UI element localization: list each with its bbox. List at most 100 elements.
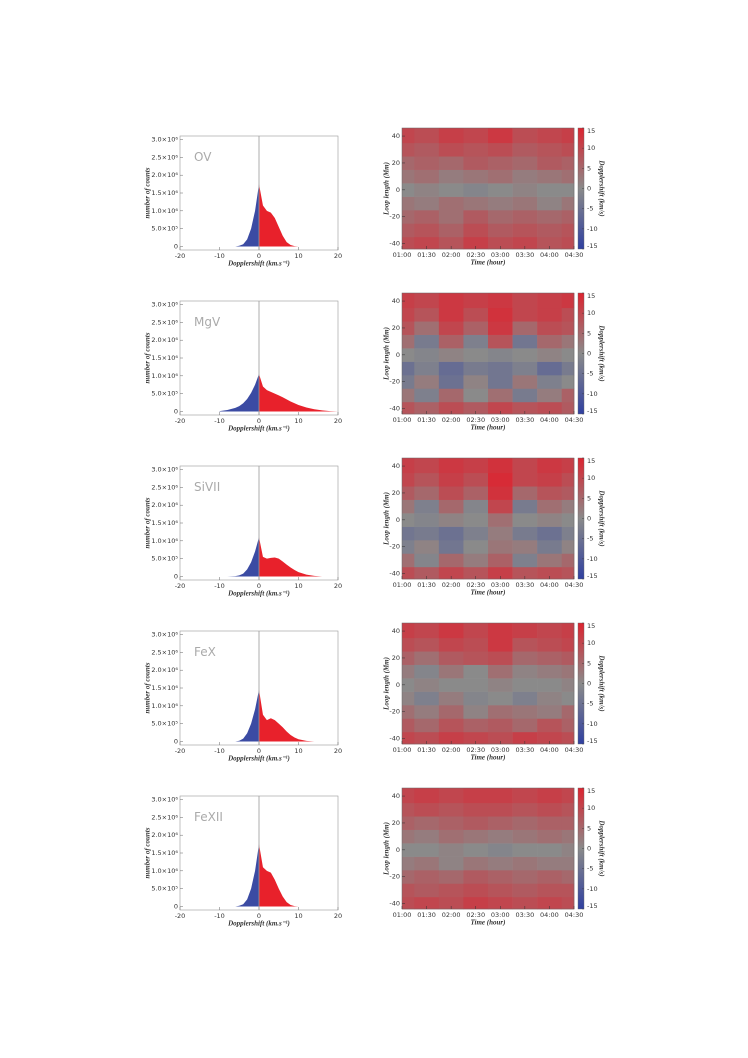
heat-cell xyxy=(463,883,489,898)
x-axis-title: Time (hour) xyxy=(471,589,506,597)
y-tick-label: -40 xyxy=(389,240,400,248)
heat-cell xyxy=(488,829,513,844)
heat-cell xyxy=(414,788,440,804)
heat-cell xyxy=(438,678,464,692)
heat-cell xyxy=(402,788,415,804)
heat-cell xyxy=(438,731,464,745)
x-tick-label: 10 xyxy=(294,747,302,755)
heat-cell xyxy=(537,553,563,568)
heat-cell xyxy=(463,705,489,719)
y-tick-label: 3.0×10⁶ xyxy=(151,136,178,144)
heat-cell xyxy=(402,540,415,554)
y-tick-label: 20 xyxy=(392,489,400,497)
heat-cell xyxy=(438,401,464,415)
heat-cell xyxy=(512,128,538,144)
heat-cell xyxy=(438,334,464,349)
heat-cell xyxy=(488,293,513,309)
x-axis-title: Time (hour) xyxy=(471,424,506,432)
heat-cell xyxy=(561,401,575,415)
heat-cell xyxy=(438,388,464,403)
x-tick-label: 0 xyxy=(257,582,261,590)
heat-cell xyxy=(488,856,513,871)
heat-cell xyxy=(537,896,563,910)
y-tick-label: -20 xyxy=(389,543,400,551)
heat-cell xyxy=(561,472,575,487)
heat-cell xyxy=(463,236,489,250)
heat-cell xyxy=(512,183,538,197)
heat-cell xyxy=(488,458,513,474)
x-tick-label: 0 xyxy=(257,252,261,260)
colorbar-tick-label: 5 xyxy=(587,164,591,172)
heat-cell xyxy=(402,210,415,224)
blueshift-area xyxy=(219,689,259,742)
x-tick-label: 04:00 xyxy=(540,746,559,754)
heat-cell xyxy=(537,678,563,692)
heat-cell xyxy=(537,458,563,474)
heat-cell xyxy=(488,816,513,830)
heat-cell xyxy=(463,486,489,500)
x-axis-title: Time (hour) xyxy=(471,259,506,267)
x-tick-label: 04:30 xyxy=(565,416,584,424)
heat-cell xyxy=(402,731,415,745)
x-tick-label: 02:30 xyxy=(466,746,485,754)
colorbar-tick-label: 15 xyxy=(587,457,595,465)
y-tick-label: 20 xyxy=(392,324,400,332)
heat-cell xyxy=(463,361,489,376)
heat-cell xyxy=(402,458,415,474)
heat-cell xyxy=(463,678,489,692)
heat-cell xyxy=(402,196,415,211)
y-tick-label: -20 xyxy=(389,873,400,881)
heat-cell xyxy=(414,361,440,376)
plot-frame xyxy=(401,787,575,910)
heat-cell xyxy=(488,183,513,197)
y-tick-label: 0 xyxy=(174,242,178,250)
heat-cell xyxy=(537,223,563,238)
heat-cell xyxy=(438,553,464,568)
colorbar-tick-label: 0 xyxy=(587,515,591,523)
heat-cell xyxy=(414,731,440,745)
x-tick-label: -20 xyxy=(175,582,186,590)
y-tick-label: 1.0×10⁶ xyxy=(151,207,178,215)
colorbar-tick-label: -5 xyxy=(587,700,593,708)
heat-cell xyxy=(402,486,415,500)
heat-cell xyxy=(512,705,538,719)
heat-cell xyxy=(537,731,563,745)
heat-cell xyxy=(512,499,538,514)
y-tick-label: 0 xyxy=(174,737,178,745)
heat-cell xyxy=(402,802,415,817)
heat-cell xyxy=(438,718,464,733)
heat-cell xyxy=(414,870,440,884)
colorbar-tick-label: 0 xyxy=(587,680,591,688)
heat-cell xyxy=(463,870,489,884)
heat-cell xyxy=(512,691,538,706)
heat-cell xyxy=(438,651,464,665)
blueshift-area xyxy=(219,844,259,907)
x-tick-label: 04:30 xyxy=(565,911,584,919)
heat-cell xyxy=(402,361,415,376)
x-tick-label: -20 xyxy=(175,417,186,425)
heat-cell xyxy=(561,870,575,884)
heat-cell xyxy=(537,307,563,322)
y-axis-title: Loop length (Mm) xyxy=(383,327,391,381)
heat-cell xyxy=(537,870,563,884)
heat-cell xyxy=(537,499,563,514)
heat-cell xyxy=(438,843,464,857)
heat-cell xyxy=(488,705,513,719)
heat-cell xyxy=(537,540,563,554)
heat-cell xyxy=(537,210,563,224)
heat-cell xyxy=(414,183,440,197)
redshift-area xyxy=(259,537,338,577)
heat-cell xyxy=(561,348,575,362)
heat-cell xyxy=(488,156,513,170)
heat-cell xyxy=(438,486,464,500)
x-tick-label: 01:30 xyxy=(417,746,436,754)
colorbar-tick-label: -5 xyxy=(587,370,593,378)
heat-cell xyxy=(438,540,464,554)
x-tick-label: 02:30 xyxy=(466,416,485,424)
heat-cell xyxy=(414,499,440,514)
colorbar-title: Dopplershift (km/s) xyxy=(597,324,605,381)
heat-cell xyxy=(414,540,440,554)
colorbar-tick-label: 15 xyxy=(587,292,595,300)
heat-cell xyxy=(512,553,538,568)
y-axis-title: number of counts xyxy=(144,827,152,878)
